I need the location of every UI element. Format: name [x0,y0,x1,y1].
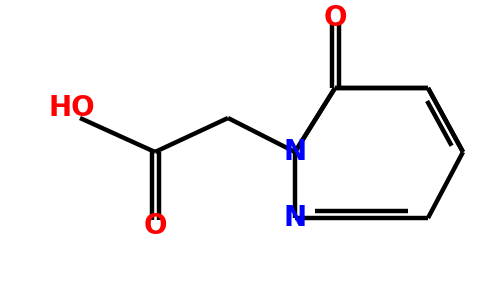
Text: HO: HO [49,94,95,122]
Text: O: O [323,4,347,32]
Text: N: N [284,138,306,166]
Text: O: O [143,212,167,240]
Text: N: N [284,204,306,232]
